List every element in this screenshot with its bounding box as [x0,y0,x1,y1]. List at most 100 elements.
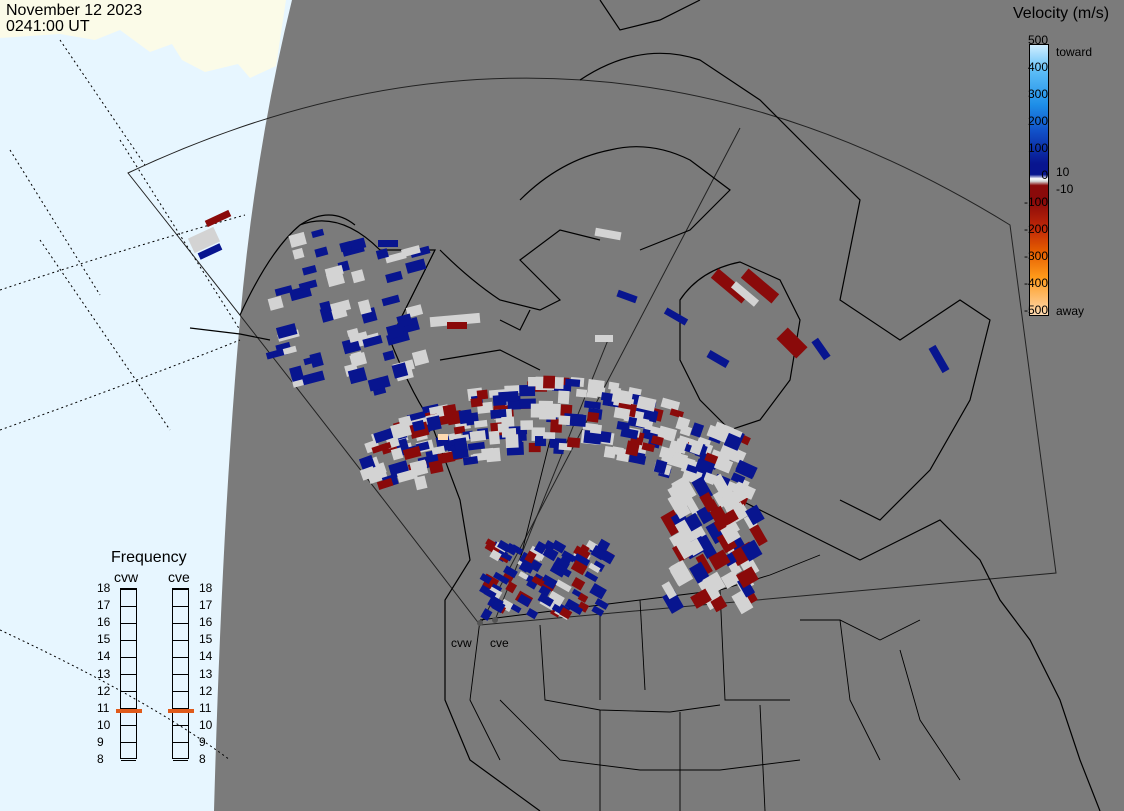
echo-cell [565,378,581,387]
echo-cell [688,438,704,449]
echo-cell [526,607,539,620]
echo-cell [708,549,731,571]
echo-cell [625,440,640,457]
away-label: away [1056,304,1085,318]
echo-cell [531,575,545,587]
frequency-gridline [173,725,188,727]
echo-cell [686,464,699,474]
echo-cell [611,388,634,405]
map-site-label-cve: cve [490,636,509,650]
frequency-gridline [173,759,188,761]
frequency-tick-left: 18 [97,581,111,595]
velocity-tick: 100 [1027,141,1048,155]
frequency-gridline [121,656,136,658]
velocity-tick: -100 [1023,195,1048,209]
echo-cell [349,352,368,368]
echo-cell [572,553,591,569]
echo-cell [586,411,600,423]
echo-cell [620,427,639,440]
echo-cell [635,417,650,429]
echo-cell [462,456,479,466]
echo-cell [405,304,424,318]
echo-cell [710,268,750,304]
echo-cell [723,432,743,451]
echo-cell [390,421,412,440]
echo-cell [319,300,332,314]
echo-cell [426,415,442,432]
echo-cell [485,538,496,548]
frequency-gridline [121,725,136,727]
echo-cell [589,582,607,600]
echo-cell [519,384,536,397]
frequency-gridline [121,759,136,761]
echo-cell [570,603,584,615]
frequency-marker-cve [168,709,194,714]
echo-cell [706,350,730,368]
echo-cell [350,269,366,284]
echo-cell [501,416,515,428]
echo-cell [591,605,605,617]
echo-cell [274,285,293,297]
echo-cell [411,349,430,367]
echo-cell [571,577,586,591]
frequency-gridline [173,639,188,641]
echo-cell [520,560,535,574]
echo-cell [517,593,532,608]
echo-cell [359,465,377,481]
echo-cell [650,426,667,437]
echo-cell [518,571,529,580]
borders [389,249,961,811]
frequency-gridline [121,742,136,744]
echo-cell [567,437,581,448]
echo-cell [579,544,590,555]
echo-cell [928,344,950,374]
echo-cell [347,237,367,252]
echo-cell [452,448,465,460]
frequency-gridline [121,622,136,624]
echo-cell [371,441,392,454]
frequency-tick-right: 12 [199,683,213,698]
frequency-tick-right: 9 [199,734,206,749]
velocity-tick: -300 [1023,249,1048,263]
echo-cell [613,406,631,420]
echo-cell [497,549,513,562]
frequency-tick-right: 17 [199,598,213,613]
echo-cell [476,389,489,400]
frequency-gridline [121,691,136,693]
echo-cell [566,413,587,427]
echo-cell [396,468,418,483]
echo-cell [324,264,344,279]
echo-cell [438,414,455,426]
toward-label: toward [1056,45,1093,59]
frequency-tick-left: 8 [97,752,104,766]
echo-cell [362,334,383,348]
echo-cell [557,390,570,405]
velocity-tick: 300 [1027,87,1048,101]
echo-cell [720,523,741,545]
echo-cell [187,226,221,254]
echo-cell [483,588,497,600]
echo-cell [534,550,545,562]
echo-cell [470,397,483,408]
echo-cell [498,391,519,403]
date-label: November 12 2023 [6,2,143,19]
echo-cell [390,447,404,461]
echo-cell [493,571,510,585]
frequency-gridline [121,639,136,641]
echo-cell [411,419,426,432]
echo-cell [437,451,456,465]
frequency-gridline [173,588,188,590]
velocity-tick: -400 [1023,276,1048,290]
echo-cell [447,322,467,329]
echo-cell [731,589,754,615]
echo-cell [533,541,548,555]
ocean-region [0,0,292,811]
echo-cell [555,579,572,593]
echo-cell [684,497,701,516]
echo-cell [491,599,506,614]
frequency-gridline [173,674,188,675]
echo-cell [385,270,403,284]
echo-cell [543,432,556,440]
echo-cell [375,248,389,260]
